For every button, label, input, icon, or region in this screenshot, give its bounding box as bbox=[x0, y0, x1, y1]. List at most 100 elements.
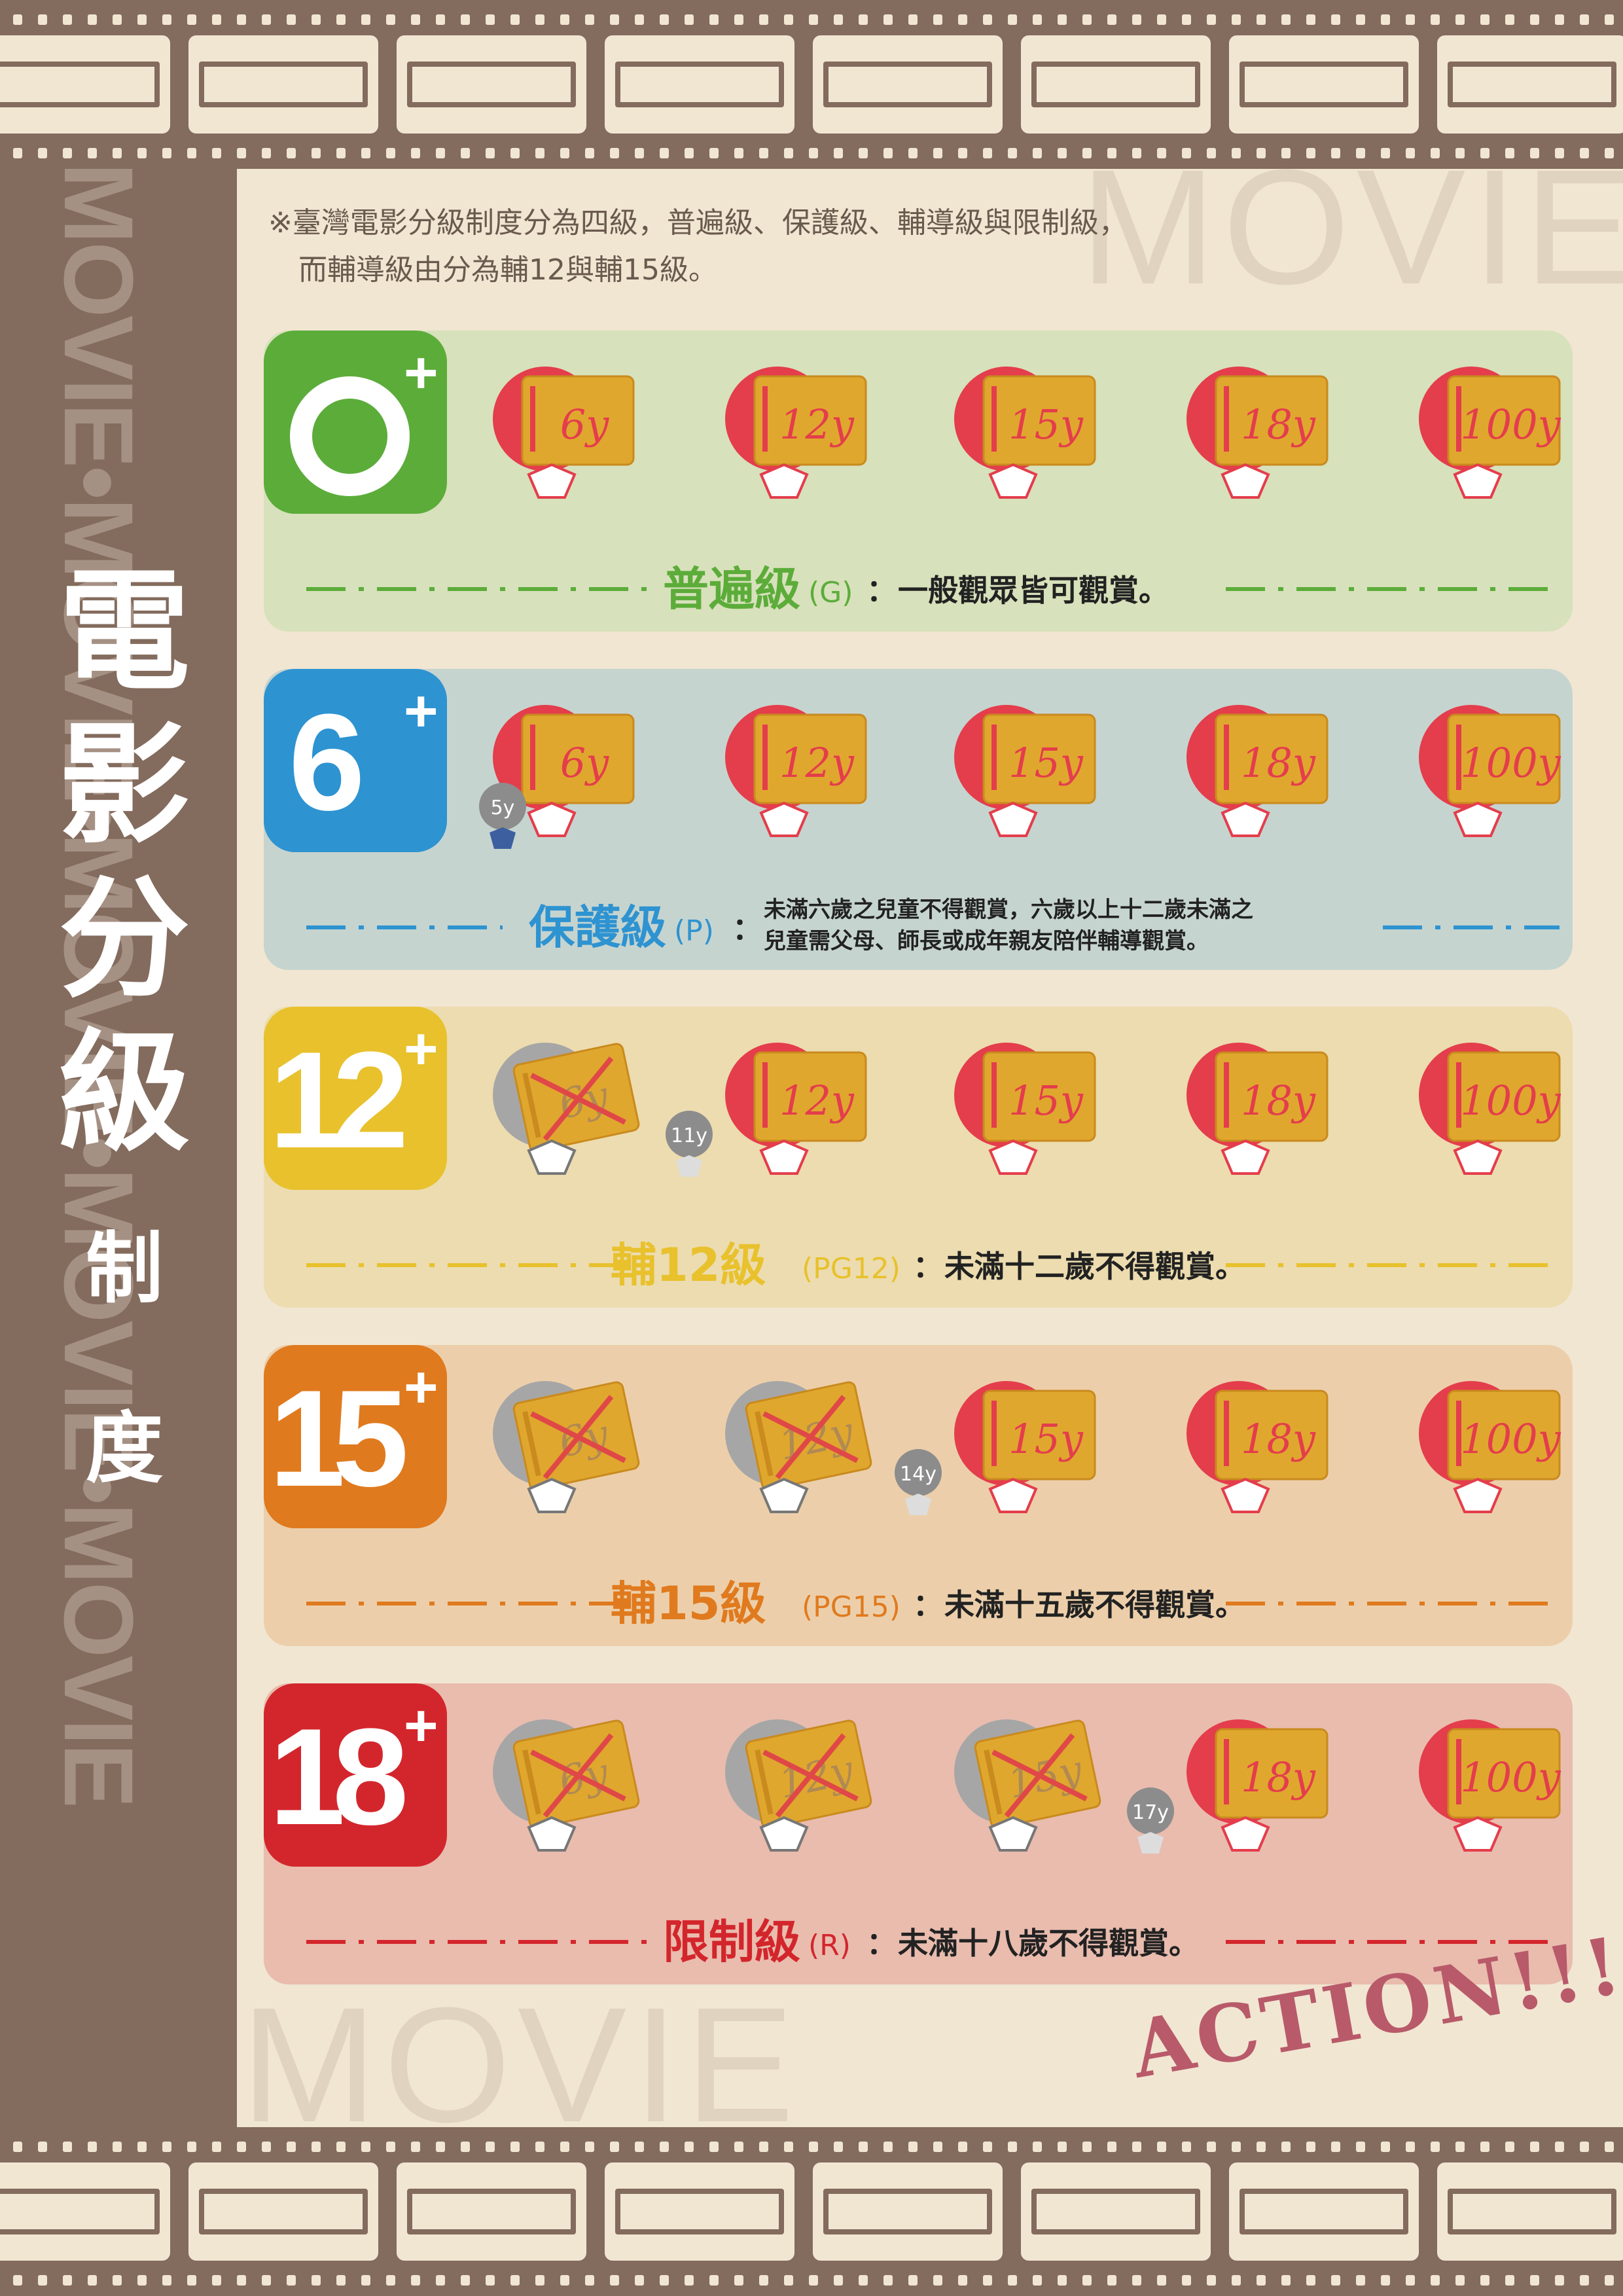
sign-age-label: 100y bbox=[1460, 1415, 1561, 1463]
perforation-hole bbox=[1157, 148, 1166, 158]
perforation-hole bbox=[1605, 2275, 1614, 2286]
kid-age-label: 11y bbox=[671, 1124, 707, 1147]
perforation-hole bbox=[1232, 2275, 1241, 2286]
character-body bbox=[527, 463, 577, 499]
balloon-sign-icon: 18y bbox=[1186, 1719, 1329, 1852]
perforation-hole bbox=[1381, 148, 1390, 158]
perforation-hole bbox=[1132, 2275, 1141, 2286]
rating-panel: 6 +6y 12y 15y 18y 100y 5y 保護級 (P)：未滿六歲之兒童不得觀賞，六歲… bbox=[264, 669, 1573, 970]
balloon-character-icon: 100y bbox=[1416, 695, 1573, 846]
perforation-hole bbox=[809, 148, 818, 158]
perforation-hole bbox=[436, 14, 445, 25]
perforation-hole bbox=[859, 2142, 868, 2152]
dashed-divider-left bbox=[306, 1263, 647, 1267]
perforation-hole bbox=[1157, 2275, 1166, 2286]
perforation-hole bbox=[88, 14, 97, 25]
sign-age-label: 15y bbox=[1008, 401, 1084, 448]
perforation-hole bbox=[386, 14, 395, 25]
balloon-sign-icon: 6y bbox=[493, 367, 635, 499]
age-sign bbox=[753, 375, 867, 466]
perforation-hole bbox=[1356, 148, 1365, 158]
rating-description: 輔12級 (PG12) ：未滿十二歲不得觀賞。 bbox=[264, 1236, 1573, 1295]
perforation-row bbox=[0, 141, 1623, 165]
cross-line bbox=[543, 1733, 614, 1818]
perforation-hole bbox=[187, 148, 196, 158]
perforation-hole bbox=[685, 2142, 694, 2152]
perforation-hole bbox=[958, 148, 967, 158]
perforation-hole bbox=[1381, 14, 1390, 25]
kid-icon: 11y bbox=[666, 1111, 713, 1177]
perforation-hole bbox=[1306, 14, 1315, 25]
perforation-hole bbox=[958, 14, 967, 25]
perforation-hole bbox=[1331, 14, 1340, 25]
title-char: 制 bbox=[85, 1223, 163, 1314]
perforation-hole bbox=[461, 2275, 470, 2286]
film-frame bbox=[813, 2162, 1003, 2261]
perforation-hole bbox=[486, 2275, 495, 2286]
film-frame bbox=[1229, 2162, 1419, 2261]
perforation-hole bbox=[734, 2275, 743, 2286]
perforation-hole bbox=[1555, 2142, 1564, 2152]
age-sign bbox=[753, 1051, 867, 1142]
perforation-hole bbox=[137, 2142, 147, 2152]
character-body bbox=[1453, 801, 1503, 837]
perforation-hole bbox=[162, 148, 171, 158]
perforation-hole bbox=[1008, 2275, 1017, 2286]
perforation-hole bbox=[883, 2142, 893, 2152]
character-body bbox=[1221, 1139, 1270, 1175]
perforation-hole bbox=[312, 2275, 321, 2286]
perforation-hole bbox=[1232, 14, 1241, 25]
perforation-hole bbox=[436, 2275, 445, 2286]
character-body bbox=[527, 1139, 577, 1175]
cross-line bbox=[775, 1395, 846, 1480]
perforation-hole bbox=[1033, 2142, 1042, 2152]
perforation-hole bbox=[585, 14, 594, 25]
perforation-hole bbox=[1356, 2142, 1365, 2152]
crossed-sign-icon: 6y bbox=[493, 1719, 640, 1852]
character-body bbox=[759, 801, 809, 837]
character-body bbox=[527, 801, 577, 837]
film-frame bbox=[605, 35, 794, 134]
title-char: 分 bbox=[58, 863, 190, 1016]
perforation-hole bbox=[1431, 148, 1440, 158]
character-body bbox=[1221, 801, 1270, 837]
perforation-hole bbox=[1306, 2275, 1315, 2286]
age-sign bbox=[521, 375, 635, 466]
sign-stroke bbox=[984, 1749, 1003, 1815]
balloon-sign-icon: 12y bbox=[725, 1043, 867, 1175]
sign-age-label: 18y bbox=[1241, 401, 1316, 448]
perforation-hole bbox=[411, 148, 420, 158]
header-note-line1: ※臺灣電影分級制度分為四級，普遍級、保護級、輔導級與限制級， bbox=[268, 206, 1128, 240]
perforation-hole bbox=[908, 2142, 918, 2152]
perforation-hole bbox=[1406, 14, 1415, 25]
perforation-hole bbox=[660, 2142, 669, 2152]
film-frame bbox=[1021, 2162, 1211, 2261]
perforation-row bbox=[0, 2135, 1623, 2159]
balloon-character-icon: 18y bbox=[1183, 1710, 1340, 1860]
perforation-hole bbox=[1257, 2142, 1266, 2152]
perforation-hole bbox=[1555, 2275, 1564, 2286]
film-frame bbox=[397, 35, 586, 134]
perforation-hole bbox=[983, 2275, 992, 2286]
dashed-divider-right bbox=[1226, 1602, 1560, 1605]
perforation-hole bbox=[212, 14, 221, 25]
rating-description: 保護級 (P) ：未滿六歲之兒童不得觀賞，六歲以上十二歲未滿之 兒童需父母、師長或成年… bbox=[264, 897, 1573, 957]
perforation-hole bbox=[660, 2275, 669, 2286]
perforation-hole bbox=[1107, 148, 1116, 158]
rating-name: 輔12級 bbox=[611, 1238, 766, 1292]
perforation-hole bbox=[908, 2275, 918, 2286]
perforation-hole bbox=[1207, 2142, 1216, 2152]
age-sign bbox=[1447, 713, 1561, 804]
perforation-hole bbox=[685, 14, 694, 25]
balloon-character-icon: 15y bbox=[951, 1371, 1108, 1522]
perforation-hole bbox=[1257, 14, 1266, 25]
age-sign bbox=[1215, 713, 1329, 804]
character-body bbox=[527, 1816, 577, 1852]
rating-badge: 15 + bbox=[264, 1345, 447, 1528]
balloon-character-icon: 100y bbox=[1416, 1710, 1573, 1860]
balloon-character-icon: 6y bbox=[490, 357, 647, 507]
perforation-hole bbox=[1605, 148, 1614, 158]
perforation-hole bbox=[1580, 2142, 1589, 2152]
perforation-hole bbox=[1331, 2275, 1340, 2286]
perforation-hole bbox=[1082, 148, 1092, 158]
